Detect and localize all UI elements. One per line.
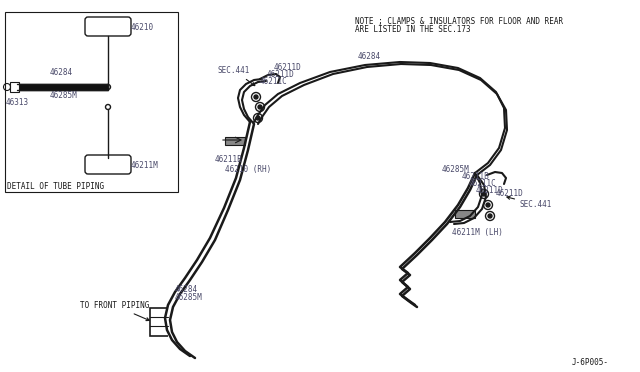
Text: 46284: 46284 (358, 52, 381, 61)
Circle shape (488, 214, 492, 218)
Text: 46211B: 46211B (215, 155, 243, 164)
Text: 46284: 46284 (175, 285, 198, 294)
Circle shape (254, 95, 258, 99)
Circle shape (482, 192, 486, 196)
Text: 46211M: 46211M (131, 161, 159, 170)
Text: 46211D: 46211D (274, 63, 301, 72)
Text: NOTE ; CLAMPS & INSULATORS FOR FLOOR AND REAR: NOTE ; CLAMPS & INSULATORS FOR FLOOR AND… (355, 17, 563, 26)
Text: 46285M: 46285M (442, 165, 470, 174)
Text: 46210 (RH): 46210 (RH) (225, 165, 271, 174)
Text: 46211D: 46211D (496, 189, 524, 198)
Text: 46210: 46210 (131, 23, 154, 32)
Circle shape (258, 105, 262, 109)
Text: J-6P005-: J-6P005- (572, 358, 609, 367)
Text: DETAIL OF TUBE PIPING: DETAIL OF TUBE PIPING (7, 182, 104, 191)
Text: 46211C: 46211C (260, 77, 288, 86)
Text: 46313: 46313 (6, 98, 29, 107)
Text: ARE LISTED IN THE SEC.173: ARE LISTED IN THE SEC.173 (355, 25, 470, 34)
Polygon shape (225, 137, 245, 145)
Circle shape (486, 203, 490, 207)
Text: 46211D: 46211D (476, 186, 504, 195)
Circle shape (256, 116, 260, 120)
Bar (5, 12, 178, 192)
Text: 46285M: 46285M (50, 91, 77, 100)
Polygon shape (455, 210, 475, 218)
Text: TO FRONT PIPING: TO FRONT PIPING (80, 301, 149, 321)
Text: 46211C: 46211C (469, 179, 497, 188)
Bar (17, 84, 108, 90)
Text: 46284: 46284 (50, 68, 73, 77)
Text: 46211B: 46211B (462, 172, 490, 181)
Text: 46211M (LH): 46211M (LH) (452, 228, 503, 237)
Bar (10, 82, 19, 92)
Text: 46211D: 46211D (267, 70, 295, 79)
Text: 46285M: 46285M (175, 293, 203, 302)
Text: SEC.441: SEC.441 (507, 196, 552, 209)
Text: SEC.441: SEC.441 (218, 66, 255, 86)
